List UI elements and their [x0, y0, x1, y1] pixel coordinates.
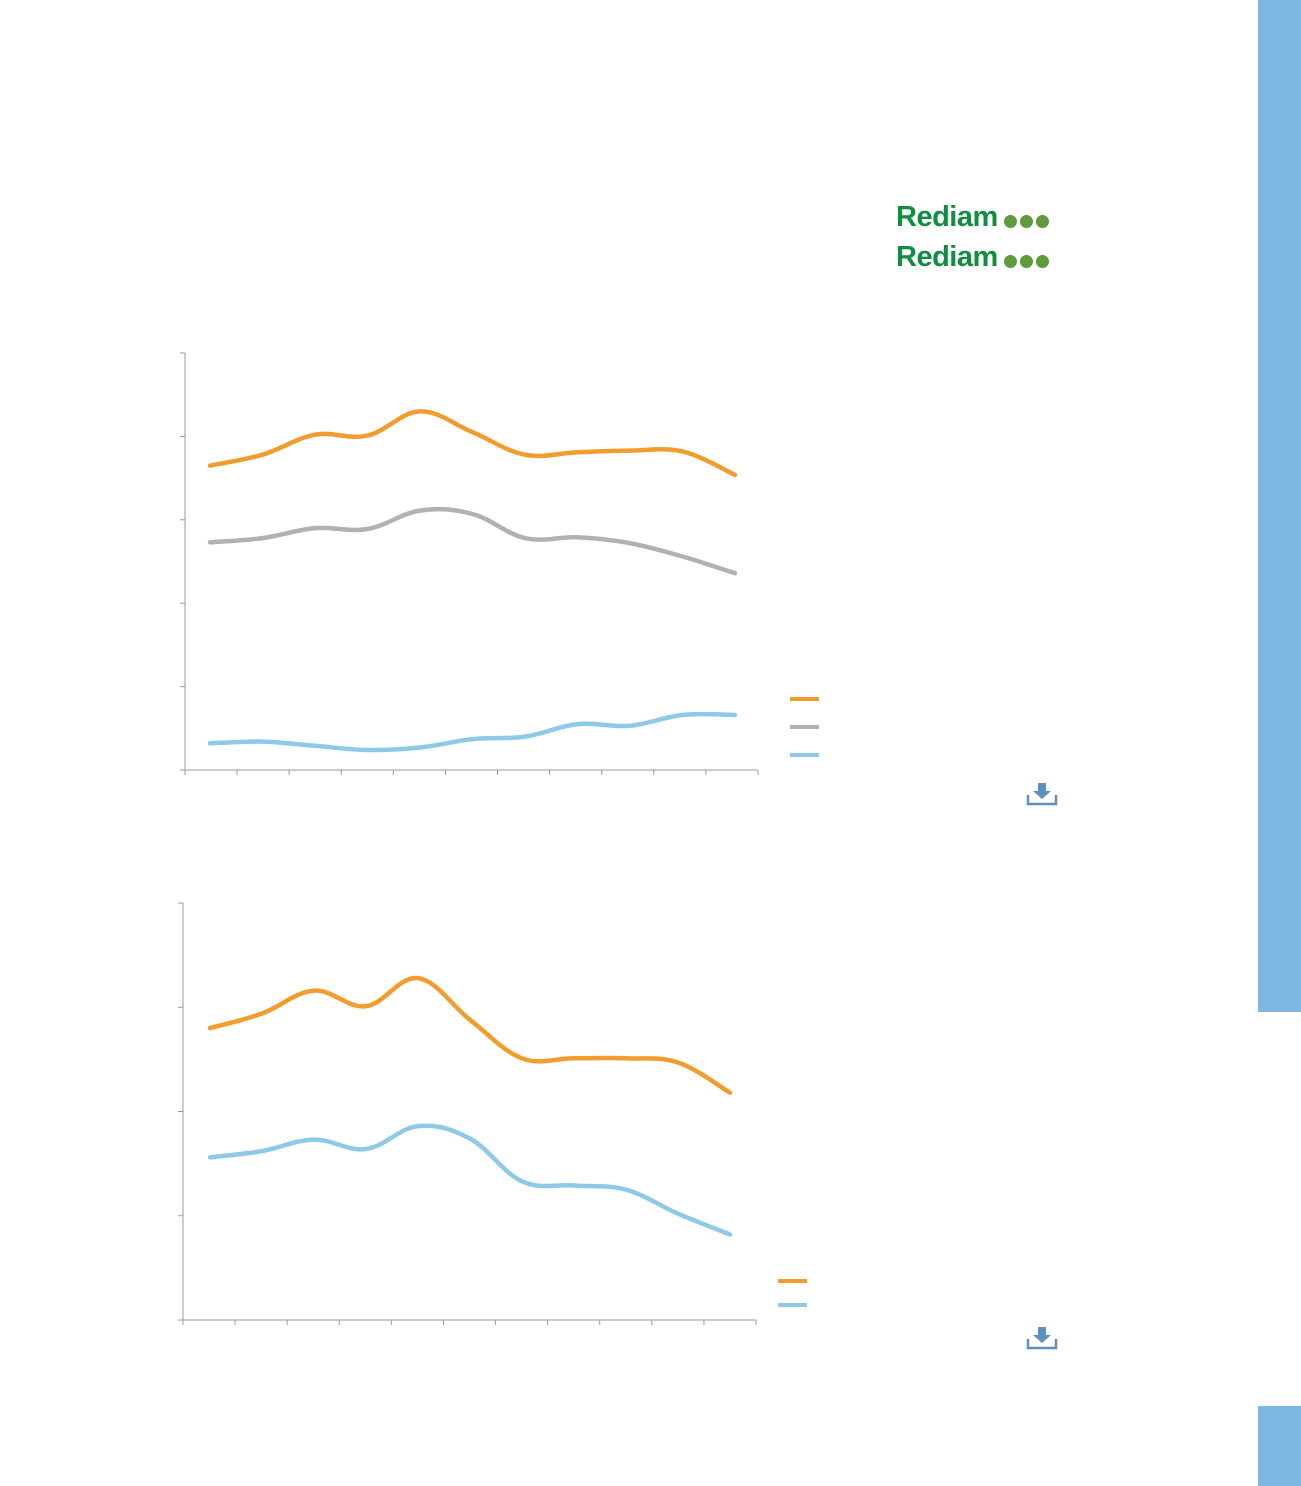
rediam-logo-text: Rediam — [896, 200, 998, 233]
rediam-logo: Rediam — [896, 200, 1049, 234]
download-icon-2[interactable] — [1026, 1326, 1058, 1350]
logo-dots-icon — [1003, 214, 1049, 228]
download-icon[interactable] — [1026, 782, 1058, 806]
series-line-1 — [207, 975, 733, 1095]
series-line-1 — [207, 409, 738, 478]
line-chart-1 — [180, 352, 819, 775]
sidebar-accent-bottom — [1258, 1406, 1301, 1486]
logo-dots-icon — [1003, 254, 1049, 268]
series-line-2 — [207, 1123, 733, 1237]
rediam-logo-secondary: Rediam — [896, 240, 1049, 274]
rediam-logo-text-secondary: Rediam — [896, 240, 998, 273]
sidebar-accent-top — [1258, 0, 1301, 1012]
series-line-2 — [207, 506, 738, 576]
series-line-3 — [207, 711, 738, 753]
line-chart-2 — [178, 902, 807, 1325]
